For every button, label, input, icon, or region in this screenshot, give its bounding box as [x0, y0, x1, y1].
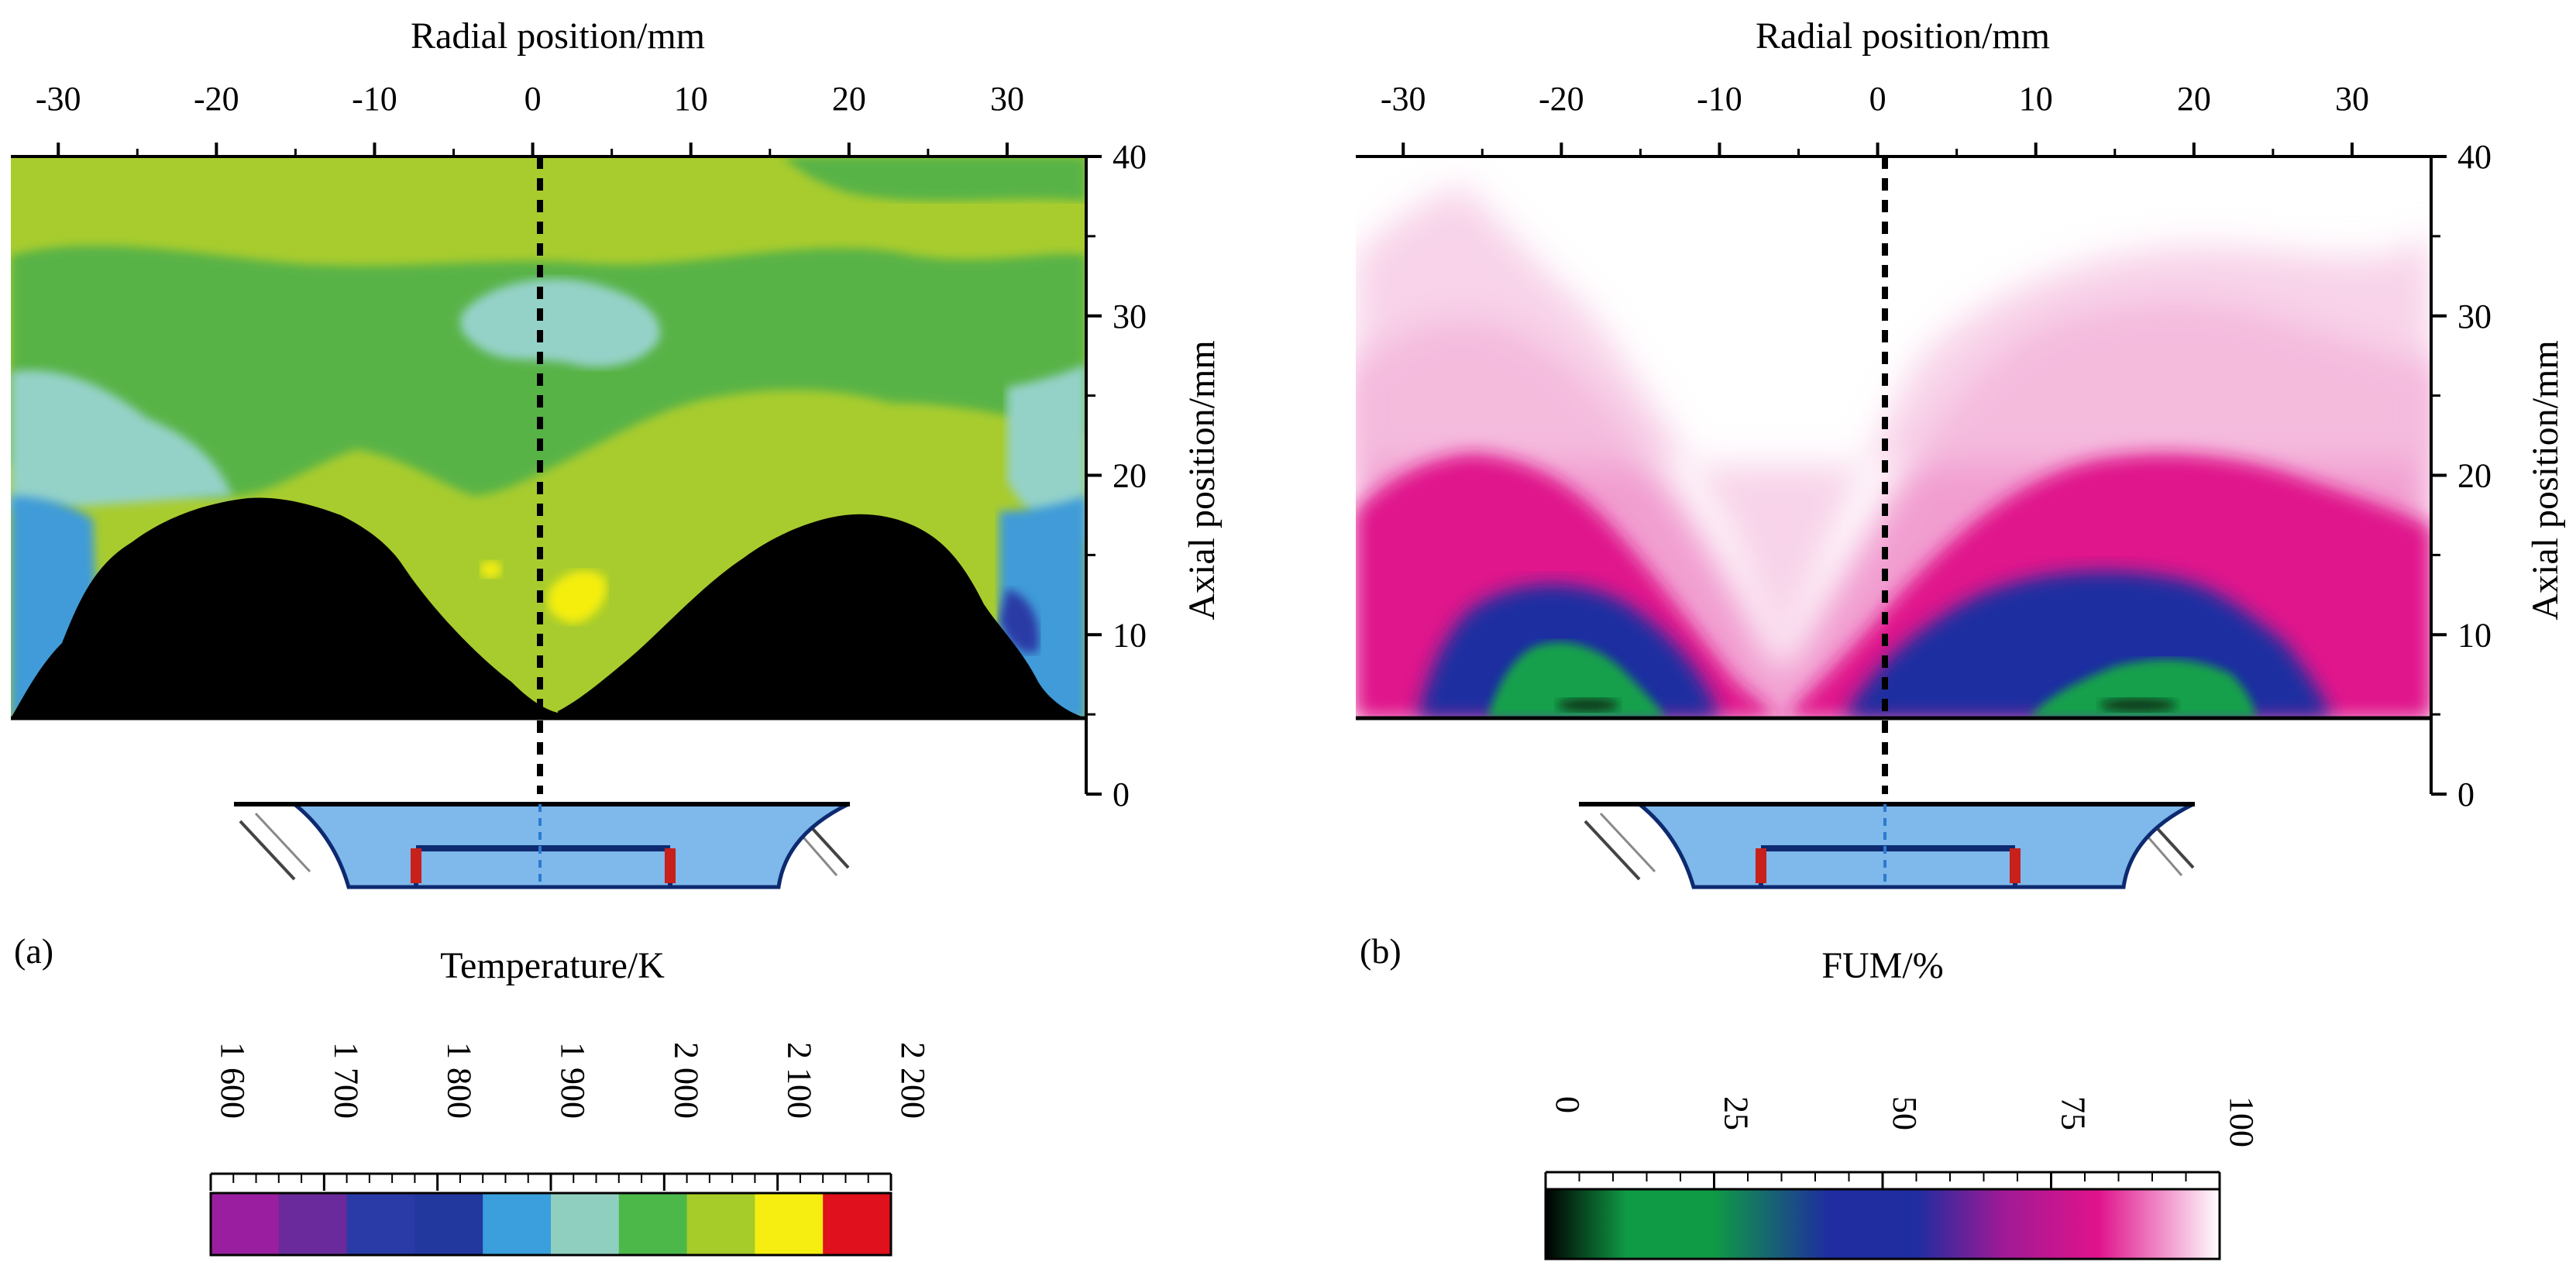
panel-b-ylabel: Axial position/mm: [2525, 340, 2566, 620]
colorbar-label: 1 700: [327, 1042, 365, 1119]
y-tick-label: 10: [2457, 616, 2492, 654]
x-tick-label: 0: [524, 80, 542, 118]
colorbar-swatch: [278, 1193, 348, 1255]
y-tick-label: 30: [2457, 297, 2492, 335]
heat-region-1850-left: [11, 370, 232, 511]
colorbar-label: 1 600: [214, 1042, 252, 1119]
colorbar-swatch: [483, 1193, 552, 1255]
heat-region-1850-center: [460, 279, 660, 367]
panel-b-colorbar-title: FUM/%: [1821, 945, 1943, 986]
x-tick-label: -10: [1697, 80, 1742, 118]
panel-b-xlabel: Radial position/mm: [1756, 15, 2050, 57]
heat-region-1950-tr: [782, 156, 1086, 201]
x-tick-label: -30: [1381, 80, 1426, 118]
x-tick-label: 10: [674, 80, 708, 118]
colorbar-label: 1 900: [554, 1042, 592, 1119]
x-tick-label: 10: [2019, 80, 2053, 118]
y-tick-label: 0: [1113, 776, 1130, 813]
colorbar-swatch: [755, 1193, 824, 1255]
colorbar-swatch: [823, 1193, 892, 1255]
colorbar-swatch: [211, 1193, 280, 1255]
fum-region-0-right: [2100, 698, 2177, 712]
recirculation-left-lobe: [11, 497, 558, 718]
y-tick-label: 20: [1113, 457, 1147, 495]
panel-a-heatmap: [11, 156, 1086, 718]
colorbar-label: 2 200: [894, 1042, 932, 1119]
heat-region-1700-right: [999, 589, 1039, 653]
heat-region-1850-right: [1007, 364, 1086, 542]
burner-nozzle-b: [1579, 802, 2195, 889]
panel-a-xlabel: Radial position/mm: [411, 15, 705, 57]
panel-b-label: (b): [1360, 931, 1401, 971]
colorbar-swatch: [618, 1193, 688, 1255]
x-tick-label: 30: [990, 80, 1024, 118]
temperature-colorbar-labels: 1 600 1 700 1 800 1 900 2 000 2 100 2 200: [214, 1042, 932, 1119]
fum-colorbar-gradient: [1544, 1188, 2221, 1260]
colorbar-label: 1 800: [441, 1042, 479, 1119]
fum-region-0-left: [1557, 698, 1619, 712]
colorbar-label: 2 100: [781, 1042, 819, 1119]
panel-a-colorbar-title: Temperature/K: [440, 945, 665, 986]
x-tick-label: -20: [194, 80, 239, 118]
x-tick-label: -30: [36, 80, 81, 118]
panel-a-x-ticks: -30 -20 -10 0 10 20 30: [36, 80, 1024, 156]
y-tick-label: 30: [1113, 297, 1147, 335]
heat-region-1950-band: [11, 246, 1086, 496]
fum-region-25-right: [2030, 659, 2256, 718]
panel-a: Radial position/mm -30 -20 -10 0 10 20 30 0 10 2…: [11, 15, 1223, 1257]
colorbar-swatch: [346, 1193, 415, 1255]
temperature-colorbar: [209, 1172, 892, 1257]
colorbar-label: 0: [1549, 1096, 1587, 1113]
panel-b-heatmap: [1356, 156, 2431, 718]
x-tick-label: 30: [2335, 80, 2369, 118]
fum-colorbar-labels: 0 25 50 75 100: [1549, 1096, 2261, 1147]
colorbar-label: 100: [2223, 1096, 2261, 1147]
panel-a-y-ticks: 0 10 20 30 40: [1086, 138, 1147, 813]
fum-haze-faint: [1356, 186, 2431, 666]
y-tick-label: 0: [2457, 776, 2475, 813]
panel-b-y-ticks: 0 10 20 30 40: [2431, 138, 2492, 813]
x-tick-label: 20: [2177, 80, 2211, 118]
panel-b: Radial position/mm -30 -20 -10 0 10 20 30 0 10 2…: [1356, 15, 2566, 1260]
x-tick-label: 0: [1869, 80, 1886, 118]
colorbar-swatch: [686, 1193, 755, 1255]
heat-region-2100-hotspot: [547, 570, 607, 624]
colorbar-label: 75: [2055, 1096, 2093, 1130]
y-tick-label: 40: [2457, 138, 2492, 176]
x-tick-label: -20: [1539, 80, 1584, 118]
panel-b-x-ticks: -30 -20 -10 0 10 20 30: [1381, 80, 2369, 156]
colorbar-frame: [209, 1192, 892, 1257]
colorbar-label: 2 000: [667, 1042, 705, 1119]
fum-region-25-left: [1487, 642, 1666, 718]
recirculation-right-lobe: [558, 514, 1086, 718]
colorbar-swatch: [551, 1193, 620, 1255]
colorbar-label: 25: [1718, 1096, 1756, 1130]
x-tick-label: -10: [352, 80, 397, 118]
heat-region-2100-hotspot-small: [480, 560, 502, 579]
y-tick-label: 40: [1113, 138, 1147, 176]
burner-nozzle-a: [234, 802, 850, 889]
panel-a-ylabel: Axial position/mm: [1181, 340, 1223, 620]
y-tick-label: 20: [2457, 457, 2492, 495]
panel-a-label: (a): [14, 931, 53, 971]
colorbar-label: 50: [1886, 1096, 1924, 1130]
fum-colorbar: [1544, 1171, 2221, 1260]
colorbar-swatch: [414, 1193, 483, 1255]
y-tick-label: 10: [1113, 616, 1147, 654]
x-tick-label: 20: [832, 80, 866, 118]
